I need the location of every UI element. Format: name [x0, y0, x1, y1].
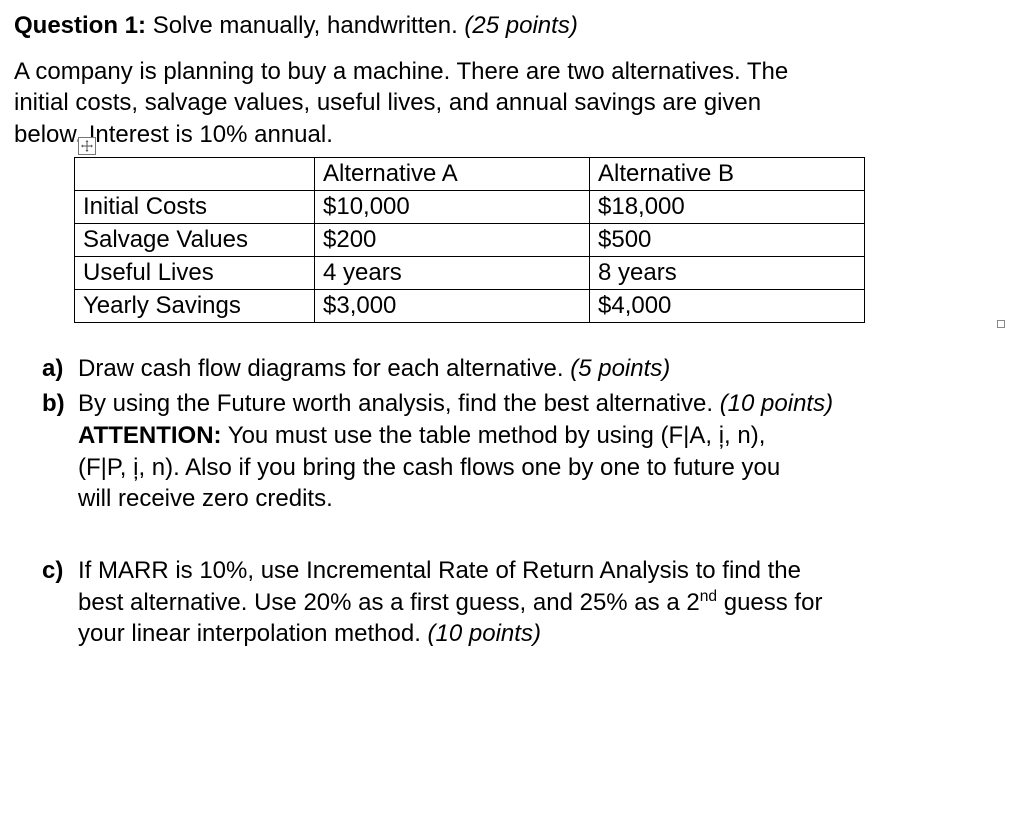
table-row: Initial Costs $10,000 $18,000 [75, 190, 865, 223]
table-resize-handle-icon[interactable] [997, 320, 1005, 328]
table-cell: Alternative A [315, 157, 590, 190]
part-b: b) By using the Future worth analysis, f… [42, 388, 1000, 515]
intro-paragraph: A company is planning to buy a machine. … [14, 56, 1000, 151]
part-a-points: (5 points) [570, 355, 670, 382]
table-row: Yearly Savings $3,000 $4,000 [75, 289, 865, 322]
table-cell: $4,000 [590, 289, 865, 322]
table-cell: Useful Lives [75, 256, 315, 289]
part-marker: c) [42, 555, 63, 587]
table-cell: Alternative B [590, 157, 865, 190]
part-b-line1: By using the Future worth analysis, find… [78, 390, 713, 417]
table-cell: $200 [315, 223, 590, 256]
attention-line: will receive zero credits. [78, 485, 333, 512]
part-b-points: (10 points) [720, 390, 833, 417]
intro-line: below. Interest is 10% annual. [14, 119, 1000, 151]
attention-line: You must use the table method by using (… [228, 422, 766, 449]
part-c-line2-pre: best alternative. Use 20% as a first gue… [78, 589, 700, 616]
table-cell: 8 years [590, 256, 865, 289]
part-a-text: Draw cash flow diagrams for each alterna… [78, 355, 564, 382]
question-label: Question 1: [14, 12, 146, 39]
attention-line: (F|P, i̦, n). Also if you bring the cash… [78, 454, 780, 481]
part-c-line2-post: guess for [717, 589, 822, 616]
part-c-line3: your linear interpolation method. [78, 620, 421, 647]
question-points: (25 points) [464, 12, 577, 39]
table-cell: 4 years [315, 256, 590, 289]
table-cell: $500 [590, 223, 865, 256]
superscript-nd: nd [700, 588, 717, 605]
attention-label: ATTENTION: [78, 422, 222, 449]
table-cell: Yearly Savings [75, 289, 315, 322]
table-cell: $10,000 [315, 190, 590, 223]
question-header: Question 1: Solve manually, handwritten.… [14, 10, 1000, 42]
table-row: Alternative A Alternative B [75, 157, 865, 190]
table-cell [75, 157, 315, 190]
intro-line: initial costs, salvage values, useful li… [14, 87, 1000, 119]
table-move-handle-icon[interactable] [78, 137, 96, 155]
table-cell: $3,000 [315, 289, 590, 322]
table-cell: Salvage Values [75, 223, 315, 256]
part-c: c) If MARR is 10%, use Incremental Rate … [42, 555, 1000, 650]
part-c-points: (10 points) [428, 620, 541, 647]
part-a: a) Draw cash flow diagrams for each alte… [42, 353, 1000, 385]
subparts: a) Draw cash flow diagrams for each alte… [14, 353, 1000, 650]
intro-line: A company is planning to buy a machine. … [14, 56, 1000, 88]
table-cell: Initial Costs [75, 190, 315, 223]
table-row: Useful Lives 4 years 8 years [75, 256, 865, 289]
question-instruction: Solve manually, handwritten. [153, 12, 458, 39]
table-row: Salvage Values $200 $500 [75, 223, 865, 256]
data-table-container: Alternative A Alternative B Initial Cost… [74, 157, 1000, 323]
part-marker: a) [42, 353, 63, 385]
part-marker: b) [42, 388, 65, 420]
alternatives-table: Alternative A Alternative B Initial Cost… [74, 157, 865, 323]
part-c-line1: If MARR is 10%, use Incremental Rate of … [78, 557, 801, 584]
table-cell: $18,000 [590, 190, 865, 223]
